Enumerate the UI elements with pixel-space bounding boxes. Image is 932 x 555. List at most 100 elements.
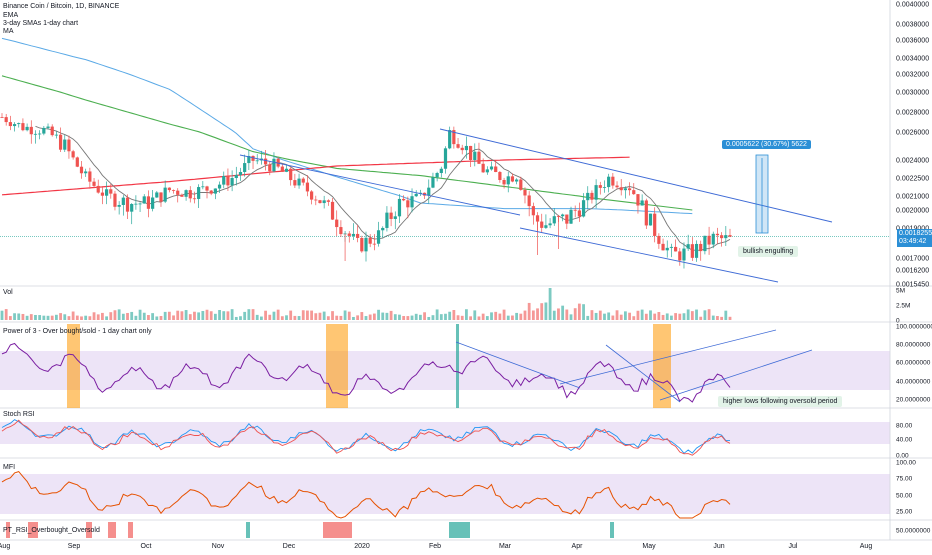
ma-line xyxy=(1,37,693,215)
candle-body xyxy=(21,123,25,131)
power3-band xyxy=(0,351,890,390)
volume-bar xyxy=(84,315,88,320)
volume-bar xyxy=(96,314,100,320)
time-tick-label: Apr xyxy=(572,543,584,550)
power3-pane-title: Power of 3 - Over bought/sold - 1 day ch… xyxy=(3,328,152,335)
volume-bar xyxy=(50,315,54,320)
volume-bar xyxy=(665,313,669,320)
candle-body xyxy=(322,200,326,204)
volume-bar xyxy=(439,314,443,320)
volume-bar xyxy=(427,316,431,320)
volume-bar xyxy=(431,315,435,320)
candle-body xyxy=(180,194,184,197)
stoch-pane-title: Stoch RSI xyxy=(3,411,35,418)
candlesticks xyxy=(0,113,732,269)
volume-bar xyxy=(594,312,598,320)
volume-bar xyxy=(586,315,590,320)
volume-bar xyxy=(80,316,83,320)
volume-bar xyxy=(544,302,548,320)
volume-bar xyxy=(490,312,493,320)
candle-body xyxy=(63,139,67,150)
volume-bar xyxy=(218,310,221,320)
candle-body xyxy=(410,196,414,208)
volume-bar xyxy=(515,312,519,320)
volume-bar xyxy=(657,312,661,320)
volume-bar xyxy=(527,302,531,320)
volume-bar xyxy=(151,313,155,320)
volume-bar xyxy=(448,311,452,320)
indicator-tick-label: 80.00 xyxy=(896,423,913,430)
candle-body xyxy=(720,235,724,239)
volume-bar xyxy=(201,310,205,320)
candle-body xyxy=(255,160,259,162)
volume-bar xyxy=(205,309,209,320)
candle-body xyxy=(682,248,686,261)
candle-body xyxy=(213,188,217,194)
legend-ma[interactable]: MA xyxy=(3,28,14,35)
indicator-tick-label: 40.0000000 xyxy=(896,379,931,386)
volume-bar xyxy=(582,304,585,320)
volume-bar xyxy=(435,309,439,320)
candle-body xyxy=(117,204,121,207)
candle-body xyxy=(494,166,498,173)
candle-body xyxy=(121,197,125,205)
volume-bar xyxy=(393,314,397,320)
volume-bar xyxy=(280,316,284,320)
candle-body xyxy=(42,127,46,134)
candle-body xyxy=(96,185,100,193)
candle-body xyxy=(318,200,322,204)
candle-body xyxy=(263,158,268,165)
volume-bar xyxy=(352,316,355,320)
candle-body xyxy=(611,176,615,186)
candle-body xyxy=(243,163,247,173)
volume-bar xyxy=(456,315,460,320)
volume-bar xyxy=(155,316,159,320)
time-tick-label: Dec xyxy=(283,543,296,550)
volume-bar xyxy=(226,311,230,320)
indicator-lines xyxy=(0,37,890,519)
overbought-highlight xyxy=(456,324,459,408)
candle-body xyxy=(335,219,339,228)
candle-body xyxy=(130,203,134,212)
volume-bar xyxy=(686,309,690,320)
channel-top xyxy=(439,128,833,223)
volume-bar xyxy=(502,309,506,320)
candle-body xyxy=(347,233,351,236)
volume-bar xyxy=(557,308,560,320)
indicator-tick-label: 100.00 xyxy=(896,460,916,467)
candle-body xyxy=(167,187,171,191)
volume-bar xyxy=(444,313,447,320)
candle-body xyxy=(197,187,201,199)
volume-bar xyxy=(498,313,502,320)
volume-bar xyxy=(703,310,707,320)
volume-bar xyxy=(297,316,301,320)
volume-bar xyxy=(469,316,472,320)
bullish-engulfing-note: bullish engulfing xyxy=(738,246,799,257)
volume-bar xyxy=(260,316,263,320)
candle-body xyxy=(586,192,590,201)
candle-body xyxy=(330,201,335,220)
candle-body xyxy=(360,237,364,252)
volume-bar xyxy=(92,312,96,320)
candle-body xyxy=(100,192,105,196)
candle-body xyxy=(653,213,657,236)
candle-body xyxy=(104,189,109,196)
candle-body xyxy=(142,196,146,204)
candle-body xyxy=(519,179,523,190)
symbol-title: Binance Coin / Bitcoin, 1D, BINANCE xyxy=(3,3,120,10)
candle-body xyxy=(665,247,669,251)
candle-body xyxy=(351,233,356,236)
candle-body xyxy=(648,213,653,226)
candle-body xyxy=(473,151,477,160)
candle-body xyxy=(632,190,636,195)
price-axis: 0.0040000 0.0038000 0.0036000 0.0034000 0.00… xyxy=(896,2,932,535)
volume-bar xyxy=(163,311,167,320)
legend-ema[interactable]: EMA xyxy=(3,12,19,19)
candle-body xyxy=(314,199,318,201)
time-tick-label: May xyxy=(642,543,656,550)
volume-bar xyxy=(661,314,665,320)
candle-body xyxy=(276,158,280,167)
volume-bar xyxy=(640,309,644,320)
legend-sma[interactable]: 3-day SMAs 1-day chart xyxy=(3,20,79,27)
